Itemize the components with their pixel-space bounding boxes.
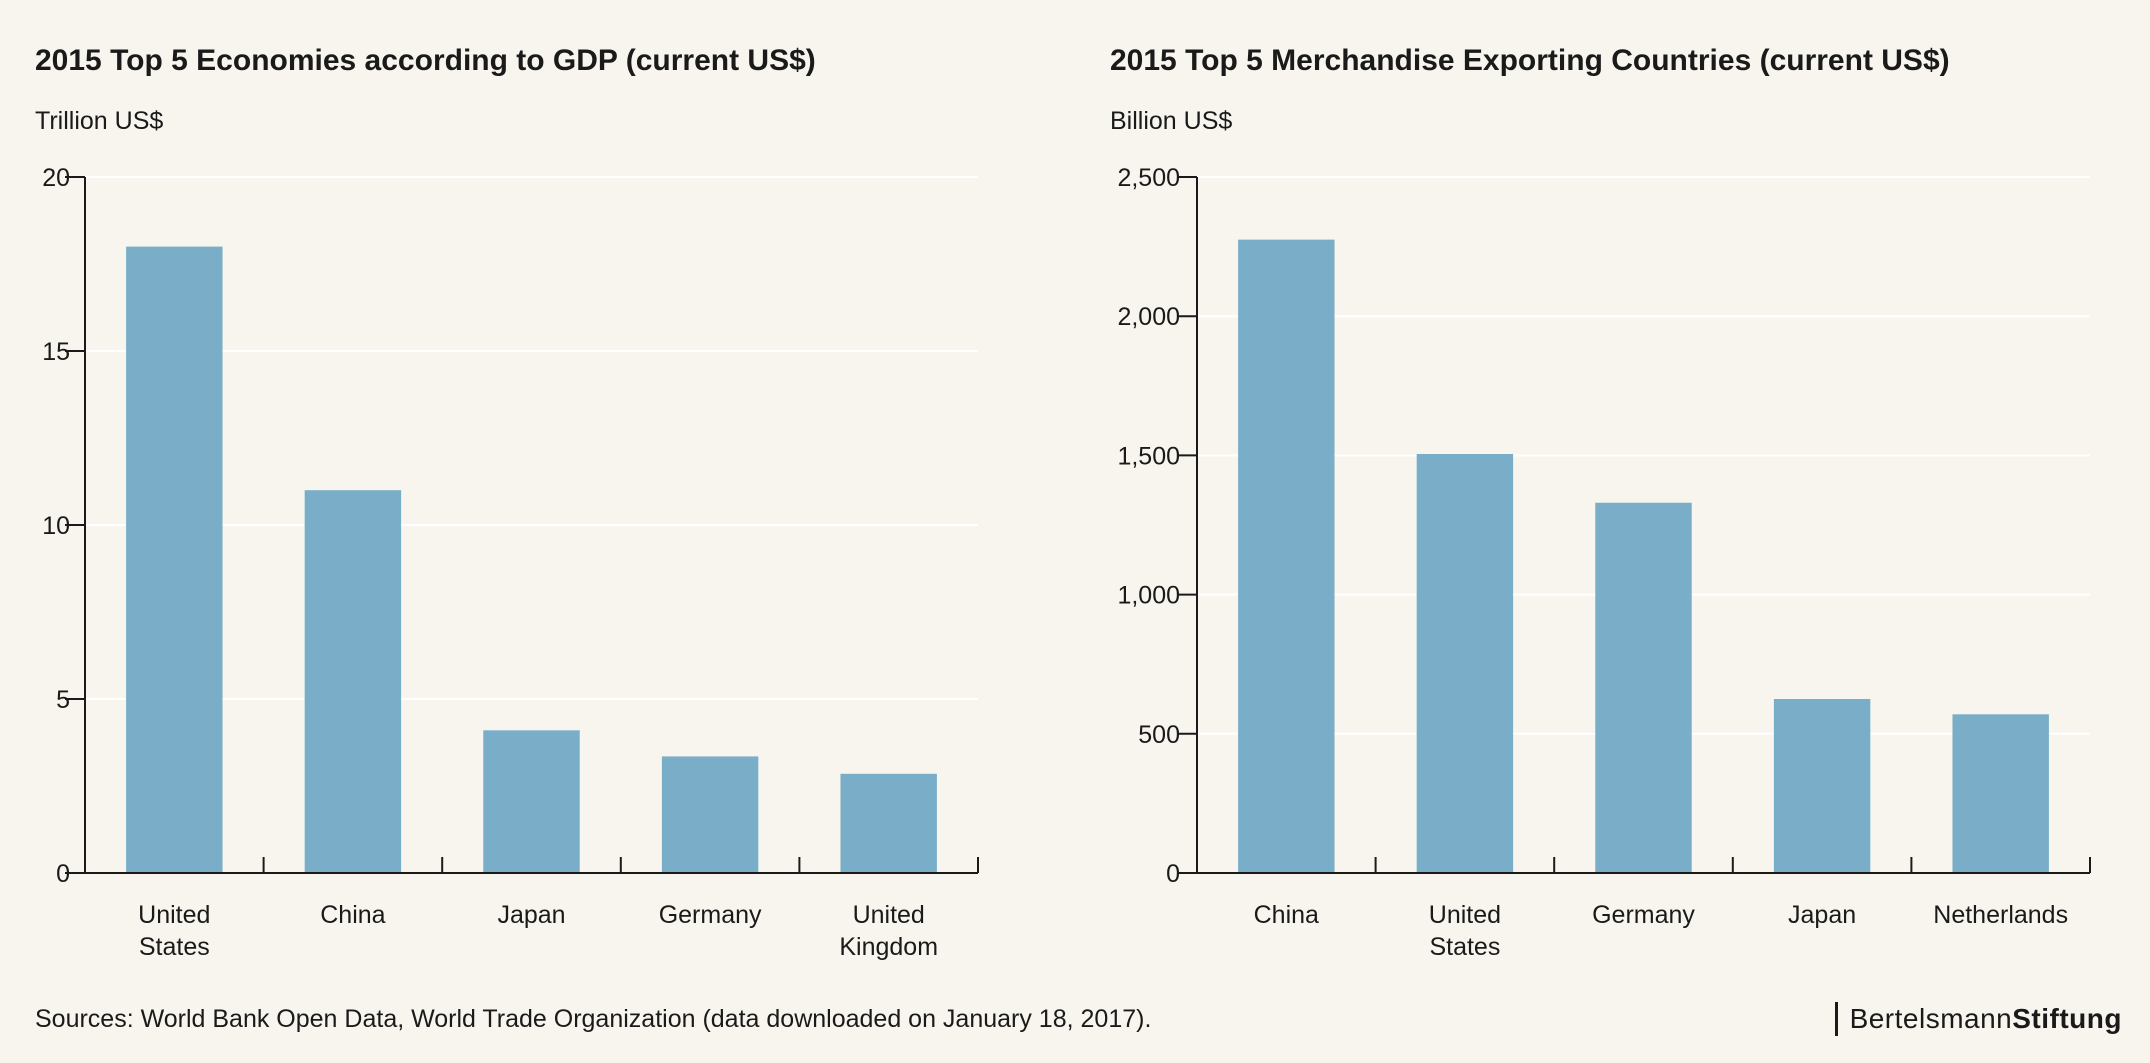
chart-2: 2015 Top 5 Merchandise Exporting Countri… bbox=[1110, 44, 2091, 961]
x-category-label-line: States bbox=[139, 933, 210, 961]
x-category-label-line: States bbox=[1429, 933, 1500, 961]
y-tick-label: 0 bbox=[56, 860, 70, 888]
bar bbox=[840, 773, 937, 873]
y-tick-label: 2,000 bbox=[1117, 303, 1180, 331]
x-category-label-line: Netherlands bbox=[1933, 901, 2068, 929]
x-category-label: Japan bbox=[497, 901, 565, 929]
bar bbox=[304, 490, 402, 873]
brand-logo: BertelsmannStiftung bbox=[1834, 1002, 2122, 1036]
x-category-label-line: Japan bbox=[1788, 901, 1856, 929]
y-tick-label: 15 bbox=[42, 338, 70, 366]
source-note: Sources: World Bank Open Data, World Tra… bbox=[35, 1005, 1152, 1033]
bar bbox=[1595, 502, 1692, 873]
x-category-label-line: Germany bbox=[659, 901, 762, 929]
y-tick-label: 500 bbox=[1138, 721, 1180, 749]
chart-1: 2015 Top 5 Economies according to GDP (c… bbox=[35, 44, 979, 961]
bar bbox=[1238, 239, 1335, 873]
y-tick-label: 1,000 bbox=[1117, 582, 1180, 610]
bar bbox=[1952, 714, 2049, 873]
x-category-label: Japan bbox=[1788, 901, 1856, 929]
x-category-label: China bbox=[320, 901, 385, 929]
x-category-label-line: United bbox=[1429, 901, 1501, 929]
bar bbox=[661, 756, 759, 873]
x-category-label-line: China bbox=[1254, 901, 1319, 929]
unit-label: Trillion US$ bbox=[35, 107, 163, 135]
y-tick-label: 5 bbox=[56, 686, 70, 714]
x-category-label: Netherlands bbox=[1933, 901, 2068, 929]
bar bbox=[1773, 699, 1871, 873]
brand-bold: Stiftung bbox=[2012, 1003, 2122, 1034]
x-category-label-line: United bbox=[853, 901, 925, 929]
y-tick-label: 1,500 bbox=[1117, 442, 1180, 470]
y-tick-label: 10 bbox=[42, 512, 70, 540]
x-category-label: Germany bbox=[659, 901, 762, 929]
chart-title: 2015 Top 5 Economies according to GDP (c… bbox=[35, 44, 816, 77]
bar bbox=[483, 730, 580, 873]
x-category-label: China bbox=[1254, 901, 1319, 929]
y-tick-label: 2,500 bbox=[1117, 164, 1180, 192]
bar bbox=[1416, 454, 1514, 873]
x-category-label-line: United bbox=[138, 901, 210, 929]
x-category-label-line: China bbox=[320, 901, 385, 929]
unit-label: Billion US$ bbox=[1110, 107, 1232, 135]
x-category-label: United States bbox=[138, 901, 210, 961]
x-category-label: Germany bbox=[1592, 901, 1695, 929]
x-category-label-line: Japan bbox=[497, 901, 565, 929]
x-category-label-line: Kingdom bbox=[839, 933, 938, 961]
x-category-label: United States bbox=[1429, 901, 1501, 961]
y-tick-label: 0 bbox=[1166, 860, 1180, 888]
y-tick-label: 20 bbox=[42, 164, 70, 192]
bar bbox=[126, 246, 223, 874]
x-category-label-line: Germany bbox=[1592, 901, 1695, 929]
chart-title: 2015 Top 5 Merchandise Exporting Countri… bbox=[1110, 44, 1950, 77]
brand-light: Bertelsmann bbox=[1849, 1003, 2013, 1034]
x-category-label: United Kingdom bbox=[839, 901, 938, 961]
